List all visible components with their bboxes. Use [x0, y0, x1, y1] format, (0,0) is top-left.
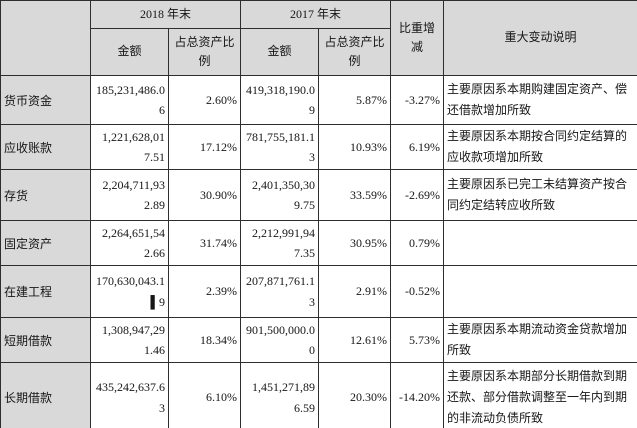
- corner-cell: [0, 0, 91, 76]
- note-cell: 主要原因系本期购建固定资产、偿还借款增加所致: [443, 75, 637, 125]
- ratio-2018-cell: 31.74%: [167, 220, 242, 266]
- amount-2017-cell: 419,318,190.09: [240, 75, 320, 125]
- header-note: 重大变动说明: [443, 0, 637, 76]
- amount-2017-cell: 207,871,761.13: [240, 265, 320, 318]
- table-row-long-term-loans: 长期借款 435,242,637.63 6.10% 1,451,271,896.…: [0, 362, 637, 428]
- ratio-2017-cell: 12.61%: [318, 317, 392, 363]
- row-label: 长期借款: [0, 362, 91, 428]
- header-amount-2017: 金额: [240, 28, 320, 76]
- ratio-2018-cell: 2.39%: [167, 265, 242, 318]
- table-row-fixed-assets: 固定资产 2,264,651,542.66 31.74% 2,212,991,9…: [0, 220, 637, 266]
- row-label: 在建工程: [0, 265, 91, 318]
- change-cell: 5.73%: [390, 317, 445, 363]
- amount-2017-cell: 901,500,000.00: [240, 317, 320, 363]
- header-ratio-2018: 占总资产比例: [167, 28, 242, 76]
- row-label: 存货: [0, 169, 91, 221]
- amount-2018-cell: 185,231,486.06: [90, 75, 169, 125]
- amount-2018-cell: 1,308,947,291.46: [90, 317, 169, 363]
- header-year-2017: 2017 年末: [240, 0, 392, 29]
- table-row-inventory: 存货 2,204,711,932.89 30.90% 2,401,350,309…: [0, 169, 637, 221]
- ratio-2018-cell: 6.10%: [167, 362, 242, 428]
- amount-2018-cell: 2,264,651,542.66: [90, 220, 169, 266]
- note-cell: 主要原因系已完工未结算资产按合同约定结转应收所致: [443, 169, 637, 221]
- table-row-short-term-loans: 短期借款 1,308,947,291.46 18.34% 901,500,000…: [0, 317, 637, 363]
- note-cell: 主要原因系本期流动资金贷款增加所致: [443, 317, 637, 363]
- change-cell: -0.52%: [390, 265, 445, 318]
- note-cell: 主要原因系本期按合同约定结算的应收款项增加所致: [443, 124, 637, 170]
- note-cell: [443, 220, 637, 266]
- header-ratio-2017: 占总资产比例: [318, 28, 392, 76]
- amount-2018-cell: 2,204,711,932.89: [90, 169, 169, 221]
- amount-2017-cell: 2,212,991,947.35: [240, 220, 320, 266]
- header-row-years: 2018 年末 2017 年末 比重增减 重大变动说明: [0, 0, 637, 76]
- row-label: 应收账款: [0, 124, 91, 170]
- ratio-2017-cell: 10.93%: [318, 124, 392, 170]
- amount-2017-cell: 2,401,350,309.75: [240, 169, 320, 221]
- change-cell: 6.19%: [390, 124, 445, 170]
- table-row-monetary-funds: 货币资金 185,231,486.06 2.60% 419,318,190.09…: [0, 75, 637, 125]
- amount-2018-cell: 435,242,637.63: [90, 362, 169, 428]
- ratio-2017-cell: 20.30%: [318, 362, 392, 428]
- note-cell: [443, 265, 637, 318]
- header-row-measures: 金额 占总资产比例 金额 占总资产比例: [1, 28, 637, 76]
- row-label: 短期借款: [0, 317, 91, 363]
- change-cell: -2.69%: [390, 169, 445, 221]
- ratio-2017-cell: 33.59%: [318, 169, 392, 221]
- note-cell: 主要原因系本期部分长期借款到期还款、部分借款调整至一年内到期的非流动负债所致: [443, 362, 637, 428]
- ratio-2017-cell: 5.87%: [318, 75, 392, 125]
- change-cell: -3.27%: [390, 75, 445, 125]
- change-cell: 0.79%: [390, 220, 445, 266]
- amount-2017-cell: 1,451,271,896.59: [240, 362, 320, 428]
- ratio-2018-cell: 2.60%: [167, 75, 242, 125]
- ratio-2017-cell: 30.95%: [318, 220, 392, 266]
- amount-2018-cell: 170,630,043.1▌9: [90, 265, 169, 318]
- row-label: 货币资金: [0, 75, 91, 125]
- table-row-construction-in-progress: 在建工程 170,630,043.1▌9 2.39% 207,871,761.1…: [0, 265, 637, 318]
- row-label: 固定资产: [0, 220, 91, 266]
- amount-2018-cell: 1,221,628,017.51: [90, 124, 169, 170]
- ratio-2018-cell: 18.34%: [167, 317, 242, 363]
- header-year-2018: 2018 年末: [89, 0, 242, 29]
- ratio-2017-cell: 2.91%: [318, 265, 392, 318]
- header-change: 比重增减: [390, 0, 445, 76]
- ratio-2018-cell: 30.90%: [167, 169, 242, 221]
- table-row-accounts-receivable: 应收账款 1,221,628,017.51 17.12% 781,755,181…: [0, 124, 637, 170]
- header-amount-2018: 金额: [90, 28, 169, 76]
- ratio-2018-cell: 17.12%: [167, 124, 242, 170]
- change-cell: -14.20%: [390, 362, 445, 428]
- amount-2017-cell: 781,755,181.13: [240, 124, 320, 170]
